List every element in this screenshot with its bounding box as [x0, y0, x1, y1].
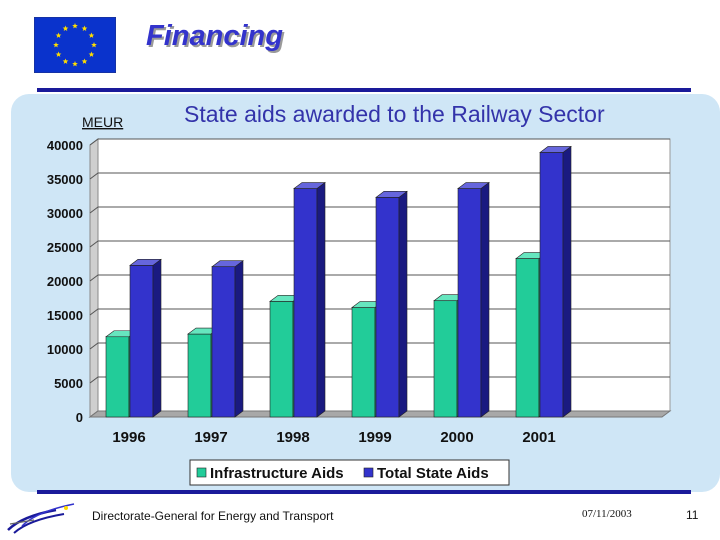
y-tick-label: 0	[76, 410, 83, 425]
y-tick-label: 30000	[47, 206, 83, 221]
bar-total-state-aids	[539, 152, 564, 418]
bar-side	[234, 260, 244, 418]
bar-total-state-aids	[293, 188, 318, 418]
flag-star-icon	[55, 32, 62, 38]
bar-top	[457, 182, 490, 189]
x-tick-label: 1996	[112, 429, 145, 446]
x-tick-label: 1998	[276, 429, 309, 446]
y-axis-label: MEUR	[82, 114, 123, 130]
legend-swatch	[363, 467, 374, 478]
bar-infrastructure-aids	[105, 336, 130, 418]
y-tick-label: 40000	[47, 138, 83, 153]
bar-total-state-aids	[129, 265, 154, 418]
legend-box	[189, 459, 510, 486]
legend-entry: Infrastructure Aids	[210, 465, 344, 482]
bar-infrastructure-aids	[351, 307, 376, 418]
bar-side	[152, 258, 162, 418]
flag-star-icon	[53, 42, 59, 48]
y-tick-label: 35000	[47, 172, 83, 187]
chart-panel: MEUR State aids awarded to the Railway S…	[11, 94, 720, 492]
x-tick-label: 2000	[440, 429, 473, 446]
legend-entry: Total State Aids	[377, 465, 489, 482]
dg-energy-transport-logo	[7, 503, 75, 534]
bar-total-state-aids	[375, 197, 400, 418]
slide-title: Financing	[146, 20, 283, 52]
y-tick-label: 10000	[47, 342, 83, 357]
footer-date: 07/11/2003	[582, 508, 632, 520]
flag-star-icon	[62, 58, 69, 64]
bar-side	[562, 145, 572, 418]
flag-star-icon	[62, 25, 69, 31]
y-tick-label: 20000	[47, 274, 83, 289]
bar-top	[293, 182, 326, 189]
bar-chart: MEUR State aids awarded to the Railway S…	[47, 101, 672, 486]
chart-title: State aids awarded to the Railway Sector	[184, 101, 605, 127]
gridline	[89, 138, 670, 146]
x-tick-label: 1999	[358, 429, 391, 446]
y-tick-label: 25000	[47, 240, 83, 255]
flag-star-icon	[72, 23, 78, 29]
legend-swatch	[196, 467, 207, 478]
bar-top	[129, 259, 162, 266]
y-tick-label: 5000	[54, 376, 83, 391]
flag-star-icon	[88, 32, 95, 38]
flag-star-icon	[72, 61, 78, 67]
page-number: 11	[686, 508, 699, 522]
flag-star-icon	[81, 25, 88, 31]
footer-organization: Directorate-General for Energy and Trans…	[92, 509, 334, 523]
bar-total-state-aids	[457, 188, 482, 418]
bar-side	[316, 181, 326, 418]
bar-total-state-aids	[211, 266, 236, 418]
bar-top	[539, 146, 572, 153]
chart-legend: Infrastructure Aids Total State Aids	[189, 459, 510, 486]
bar-infrastructure-aids	[187, 333, 212, 418]
bar-top	[211, 260, 244, 268]
top-divider	[37, 88, 691, 92]
flag-star-icon	[91, 42, 97, 48]
flag-star-icon	[88, 51, 95, 57]
bar-infrastructure-aids	[269, 301, 294, 418]
x-tick-label: 2001	[522, 429, 555, 446]
bar-infrastructure-aids	[515, 258, 540, 418]
bar-side	[398, 190, 408, 418]
eu-flag-logo	[34, 17, 116, 73]
flag-star-icon	[55, 51, 62, 57]
bar-infrastructure-aids	[433, 300, 458, 418]
flag-star-icon	[81, 58, 88, 64]
gridline	[89, 172, 670, 180]
bar-side	[480, 181, 490, 418]
bottom-divider	[37, 490, 691, 494]
x-tick-label: 1997	[194, 429, 227, 446]
bar-top	[375, 191, 408, 198]
y-tick-label: 15000	[47, 308, 83, 323]
